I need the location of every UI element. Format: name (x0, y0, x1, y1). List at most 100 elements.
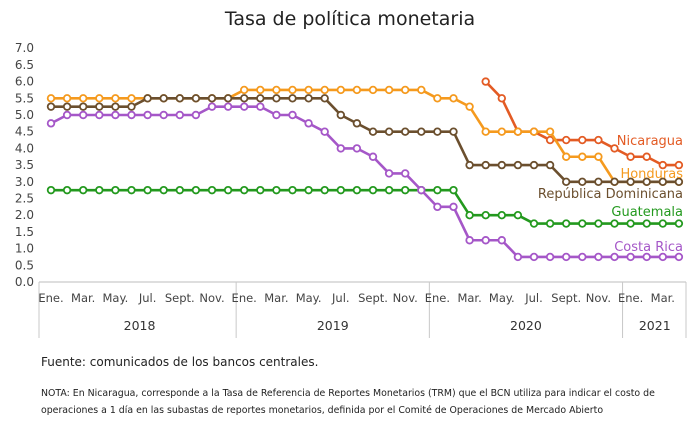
data-point (320, 185, 329, 195)
data-point (594, 177, 603, 186)
y-tick-label: 4.0 (15, 141, 34, 155)
data-point (95, 94, 104, 103)
chart-lines (46, 77, 684, 262)
data-point (578, 219, 587, 228)
y-tick-label: 0.5 (15, 258, 34, 272)
data-point (545, 127, 555, 136)
data-point (207, 185, 217, 195)
x-tick-label: Sept. (165, 291, 195, 305)
data-point (610, 219, 619, 228)
data-point (95, 102, 104, 111)
data-point (272, 85, 281, 95)
data-point (513, 210, 523, 220)
data-point (417, 185, 426, 195)
data-point (288, 185, 297, 195)
data-point (78, 94, 88, 103)
data-point (46, 185, 56, 195)
data-point (368, 152, 378, 161)
data-point (674, 219, 684, 228)
data-point (239, 85, 249, 95)
data-point (336, 185, 345, 195)
x-tick-label: Nov. (199, 291, 224, 305)
y-tick-label: 2.0 (15, 208, 34, 222)
data-point (658, 252, 667, 262)
data-point (352, 185, 362, 195)
data-point (239, 94, 249, 103)
data-point (417, 85, 426, 95)
data-point (529, 252, 539, 262)
year-label: 2021 (639, 318, 671, 333)
data-point (191, 110, 201, 120)
data-point (578, 252, 587, 262)
data-point (610, 252, 619, 262)
data-point (642, 219, 651, 228)
y-tick-label: 2.5 (15, 192, 34, 206)
data-point (642, 252, 651, 262)
data-point (384, 127, 394, 136)
source-note: Fuente: comunicados de los bancos centra… (41, 355, 319, 369)
data-point (481, 236, 490, 245)
data-point (320, 127, 329, 136)
data-point (368, 185, 378, 195)
data-point (562, 152, 571, 161)
data-point (272, 185, 281, 195)
data-point (433, 202, 442, 212)
data-point (223, 185, 233, 195)
x-tick-label: Mar. (264, 291, 288, 305)
data-point (562, 135, 571, 145)
data-point (497, 160, 506, 170)
y-tick-label: 6.5 (15, 58, 34, 72)
y-tick-label: 7.0 (15, 41, 34, 55)
x-tick-label: May. (103, 291, 129, 305)
y-tick-label: 5.0 (15, 108, 34, 122)
data-point (111, 94, 120, 103)
data-point (127, 110, 136, 120)
data-point (658, 177, 667, 186)
x-tick-label: Ene. (232, 291, 257, 305)
data-point (513, 252, 523, 262)
y-tick-label: 3.5 (15, 158, 34, 172)
data-point (433, 94, 442, 103)
series-costa-rica (46, 102, 684, 262)
x-tick-label: Ene. (425, 291, 450, 305)
data-point (336, 85, 345, 95)
data-point (239, 102, 249, 111)
y-tick-label: 4.5 (15, 125, 34, 139)
data-point (449, 202, 458, 212)
data-point (449, 127, 458, 136)
data-point (191, 185, 201, 195)
x-tick-label: Mar. (457, 291, 481, 305)
data-point (95, 185, 104, 195)
data-point (256, 85, 265, 95)
data-point (304, 94, 313, 103)
data-point (594, 135, 603, 145)
data-point (272, 94, 281, 103)
x-tick-label: Nov. (586, 291, 611, 305)
data-point (433, 185, 442, 195)
data-point (143, 110, 152, 120)
data-point (223, 94, 233, 103)
data-point (207, 94, 217, 103)
data-point (578, 152, 587, 161)
data-point (465, 160, 474, 170)
year-label: 2019 (317, 318, 349, 333)
data-point (529, 219, 539, 228)
x-tick-label: Sept. (551, 291, 581, 305)
data-point (127, 94, 136, 103)
data-point (159, 110, 168, 120)
data-point (481, 127, 490, 136)
footnote: NOTA: En Nicaragua, corresponde a la Tas… (41, 388, 655, 416)
x-tick-label: Jul. (138, 291, 157, 305)
data-point (594, 152, 603, 161)
data-point (62, 110, 72, 120)
data-point (46, 94, 56, 103)
data-point (368, 127, 378, 136)
chart-title: Tasa de política monetaria (224, 8, 475, 30)
data-point (336, 110, 345, 120)
data-point (223, 102, 233, 111)
data-point (610, 177, 619, 186)
data-point (578, 135, 587, 145)
data-point (626, 177, 635, 186)
data-point (320, 94, 329, 103)
data-point (78, 102, 88, 111)
